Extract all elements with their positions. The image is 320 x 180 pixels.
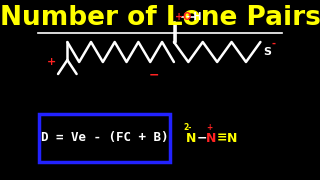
Text: D = Ve - (FC + B): D = Ve - (FC + B) [41, 132, 168, 145]
Text: N: N [206, 132, 217, 145]
Text: −: − [148, 69, 159, 82]
Text: +O: +O [175, 12, 192, 22]
Text: +: + [206, 123, 212, 132]
Text: S: S [263, 47, 271, 57]
Text: N: N [227, 132, 237, 145]
Text: 2-: 2- [183, 123, 192, 132]
Text: −: − [196, 132, 207, 145]
FancyBboxPatch shape [39, 114, 170, 162]
Text: N: N [186, 132, 196, 145]
Text: - H: - H [186, 12, 202, 22]
Text: ≡: ≡ [216, 132, 227, 145]
Text: Number of Lone Pairs: Number of Lone Pairs [0, 5, 320, 31]
Text: -: - [271, 39, 275, 49]
Text: +: + [47, 57, 57, 67]
